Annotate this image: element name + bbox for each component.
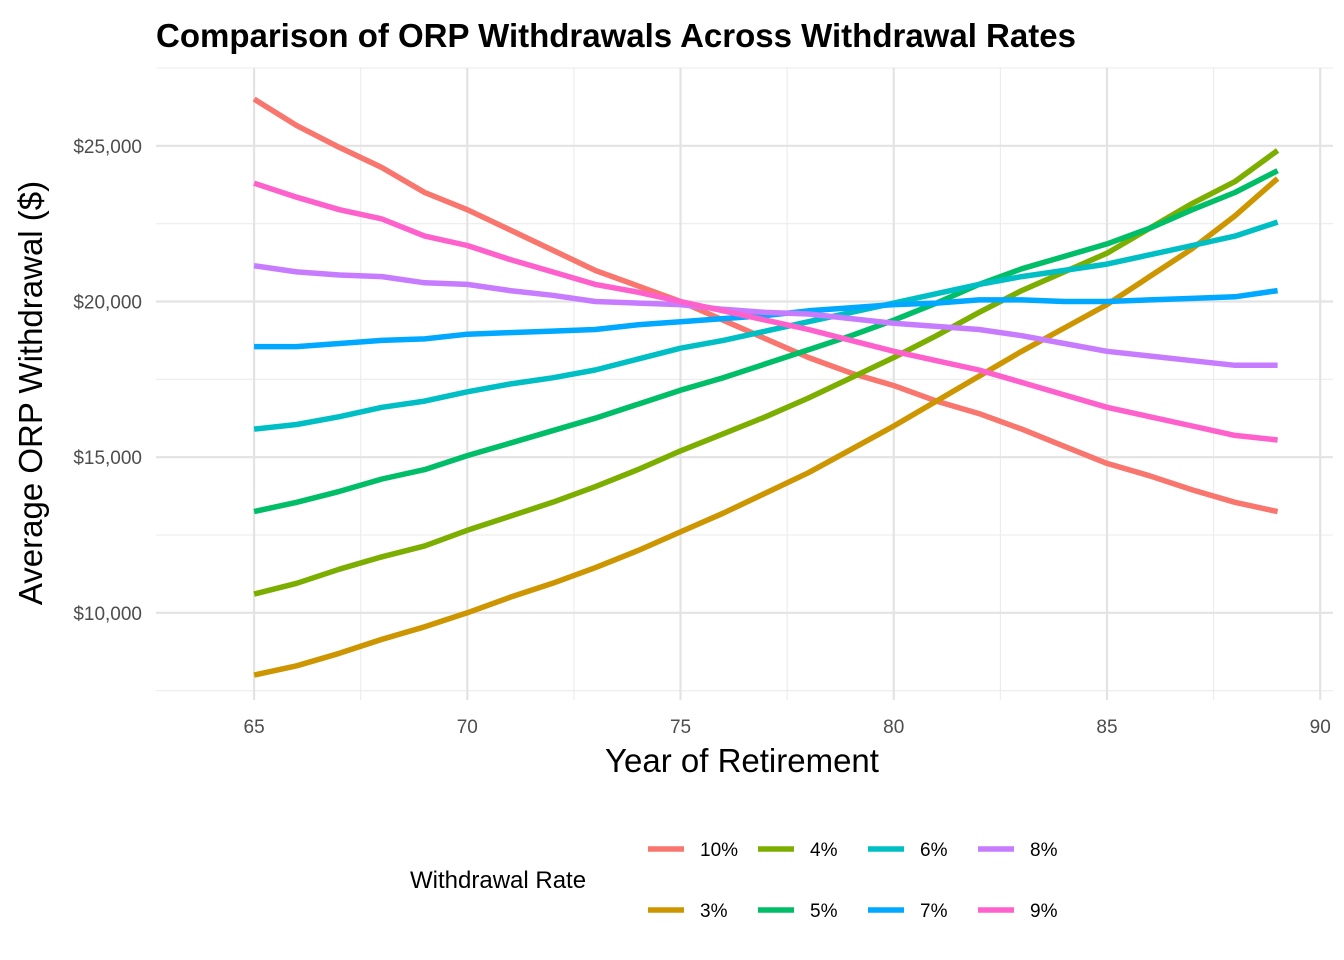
legend-item: 8%	[978, 840, 1058, 861]
legend-item: 3%	[648, 901, 728, 922]
legend-item: 5%	[758, 901, 838, 922]
x-tick-label: 90	[1310, 717, 1331, 738]
series-line-4pct	[253, 148, 1280, 597]
x-tick-label: 85	[1096, 717, 1117, 738]
series-line-6pct	[253, 219, 1279, 432]
legend-item: 10%	[648, 840, 738, 861]
x-tick-label: 70	[457, 717, 478, 738]
series-line-5pct	[253, 168, 1279, 515]
legend-item: 6%	[868, 840, 948, 861]
series-line-8pct	[253, 262, 1278, 369]
x-tick-label: 75	[670, 717, 691, 738]
y-tick-label: $20,000	[73, 292, 142, 313]
y-axis-tick-labels: $10,000 $15,000 $20,000 $25,000	[73, 137, 142, 625]
series-lines	[252, 96, 1280, 678]
y-tick-label: $25,000	[73, 137, 142, 158]
legend-label: 8%	[1030, 840, 1058, 861]
y-tick-label: $15,000	[73, 448, 142, 469]
y-axis-label: Average ORP Withdrawal ($)	[12, 181, 49, 605]
legend-item: 9%	[978, 901, 1058, 922]
chart-title: Comparison of ORP Withdrawals Across Wit…	[156, 17, 1076, 54]
x-axis-tick-labels: 65 70 75 80 85 90	[244, 717, 1331, 738]
legend-label: 6%	[920, 840, 948, 861]
series-line-10pct	[252, 96, 1279, 515]
legend-label: 5%	[810, 901, 838, 922]
x-tick-label: 65	[244, 717, 265, 738]
legend-item: 4%	[758, 840, 838, 861]
legend-items: 10% 3% 4% 5% 6% 7% 8% 9%	[648, 840, 1058, 922]
legend-item: 7%	[868, 901, 948, 922]
legend-label: 7%	[920, 901, 948, 922]
legend-label: 9%	[1030, 901, 1058, 922]
series-line-3pct	[253, 176, 1280, 678]
legend-label: 3%	[700, 901, 728, 922]
legend-title: Withdrawal Rate	[410, 867, 586, 894]
series-line-9pct	[253, 180, 1278, 443]
series-line-7pct	[254, 287, 1278, 350]
y-tick-label: $10,000	[73, 604, 142, 625]
x-axis-label: Year of Retirement	[605, 742, 879, 779]
legend-label: 4%	[810, 840, 838, 861]
x-tick-label: 80	[883, 717, 904, 738]
legend-label: 10%	[700, 840, 738, 861]
legend: Withdrawal Rate 10% 3% 4% 5% 6% 7% 8% 9%	[410, 840, 1058, 922]
